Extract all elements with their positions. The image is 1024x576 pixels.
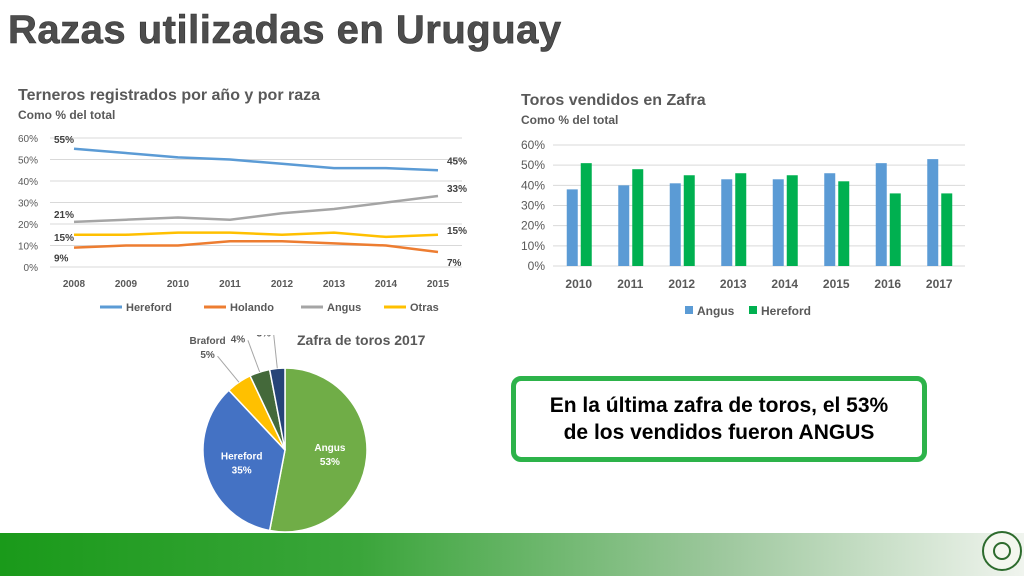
bar-legend-swatch: [685, 306, 693, 314]
line-chart-title: Terneros registrados por año y por raza: [18, 87, 321, 104]
bar-angus: [927, 159, 939, 266]
pie-leader-line: [217, 355, 240, 383]
pie-label-name: Braford: [189, 336, 225, 347]
line-chart-xtick: 2008: [63, 279, 86, 290]
bar-chart-ytick: 0%: [528, 259, 546, 273]
line-data-label: 15%: [54, 233, 74, 244]
pie-label-name: Hereford: [221, 452, 263, 463]
bar-chart-ytick: 10%: [521, 239, 545, 253]
line-data-label: 9%: [54, 254, 69, 265]
bar-hereford: [735, 173, 747, 266]
bar-chart-xtick: 2017: [926, 277, 953, 291]
bar-angus: [669, 183, 681, 266]
pie-chart: Angus53%Hereford35%Braford5%Brangus4%Otr…: [189, 335, 368, 533]
pie-label-value: 3%: [256, 335, 271, 340]
line-chart: 0% 10% 20% 30% 40% 50% 60% 2008 2009 2010 2011 2012…: [18, 134, 467, 314]
line-legend-label: Angus: [327, 302, 361, 314]
pie-chart-title: Zafra de toros 2017: [297, 332, 426, 348]
bar-chart-xtick: 2016: [874, 277, 901, 291]
pie-label-value: 4%: [231, 335, 246, 345]
line-chart-xtick: 2013: [323, 279, 346, 290]
pie-label-name: Angus: [314, 443, 346, 454]
line-chart-ytick: 60%: [18, 134, 38, 145]
pie-label-value: 53%: [320, 457, 340, 468]
bar-hereford: [889, 193, 901, 266]
bar-chart-xtick: 2015: [823, 277, 850, 291]
line-data-label: 7%: [447, 258, 462, 269]
bottom-gradient-bar: [0, 533, 1024, 576]
bar-legend-label: Angus: [697, 304, 735, 318]
bar-chart-xtick: 2014: [771, 277, 798, 291]
line-series-holando: [73, 239, 439, 254]
line-legend-label: Hereford: [126, 302, 172, 314]
bar-chart-title: Toros vendidos en Zafra: [521, 92, 706, 109]
line-chart-ytick: 10%: [18, 242, 38, 253]
bar-chart-xtick: 2011: [617, 277, 643, 291]
bar-chart-ytick: 30%: [521, 199, 545, 213]
line-series-hereford: [73, 147, 439, 172]
pie-leader-line: [247, 340, 261, 373]
bar-hereford: [683, 175, 695, 266]
pie-slice-otros: [268, 367, 286, 451]
bar-hereford: [632, 169, 644, 266]
pie-label-value: 35%: [232, 466, 252, 477]
line-series-otras: [74, 231, 439, 239]
line-chart-subtitle: Como % del total: [18, 108, 116, 122]
association-seal-logo: [982, 531, 1022, 571]
callout-box: En la última zafra de toros, el 53% de l…: [511, 376, 927, 462]
line-chart-ytick: 50%: [18, 156, 38, 167]
bar-chart-ytick: 60%: [521, 138, 545, 152]
bar-hereford: [786, 175, 798, 266]
bar-angus: [824, 173, 836, 266]
bar-angus: [618, 185, 630, 266]
line-legend-label: Holando: [230, 302, 274, 314]
line-chart-xtick: 2012: [271, 279, 294, 290]
callout-line-1: En la última zafra de toros, el 53%: [549, 394, 889, 417]
pie-label-value: 5%: [200, 350, 215, 361]
bar-chart-subtitle: Como % del total: [521, 113, 619, 127]
line-data-label: 55%: [54, 135, 74, 146]
line-series-angus: [73, 194, 439, 224]
bar-hereford: [580, 163, 592, 266]
line-chart-ytick: 40%: [18, 177, 38, 188]
bar-chart: 0% 10% 20% 30% 40% 50% 60% 2010 2011 2012 2013 2014…: [521, 138, 965, 318]
bar-chart-ytick: 20%: [521, 219, 545, 233]
bar-hereford: [838, 181, 850, 266]
bar-hereford: [941, 193, 953, 266]
pie-slice-hereford: [202, 389, 286, 532]
bar-chart-xtick: 2012: [668, 277, 695, 291]
pie-leader-line: [273, 335, 278, 369]
bar-legend-label: Hereford: [761, 304, 811, 318]
line-legend-label: Otras: [410, 302, 439, 314]
bar-chart-ytick: 50%: [521, 158, 545, 172]
bar-angus: [772, 179, 784, 266]
line-data-label: 21%: [54, 210, 74, 221]
line-chart-ytick: 30%: [18, 199, 38, 210]
bar-chart-xtick: 2010: [565, 277, 592, 291]
line-data-label: 33%: [447, 184, 467, 195]
bar-chart-xtick: 2013: [720, 277, 747, 291]
line-chart-ytick: 0%: [24, 263, 39, 274]
bar-legend-swatch: [749, 306, 757, 314]
bar-angus: [566, 189, 578, 266]
line-chart-xtick: 2010: [167, 279, 190, 290]
bar-angus: [721, 179, 733, 266]
callout-line-2: de los vendidos fueron ANGUS: [563, 421, 875, 444]
line-chart-xtick: 2011: [219, 279, 241, 290]
line-chart-xtick: 2015: [427, 279, 450, 290]
page-title: Razas utilizadas en Uruguay: [8, 8, 562, 53]
bar-angus: [875, 163, 887, 266]
bar-chart-ytick: 40%: [521, 178, 545, 192]
line-chart-ytick: 20%: [18, 220, 38, 231]
line-data-label: 15%: [447, 226, 467, 237]
pie-slice-angus: [268, 367, 368, 533]
line-chart-xtick: 2009: [115, 279, 138, 290]
line-chart-xtick: 2014: [375, 279, 398, 290]
line-data-label: 45%: [447, 156, 467, 167]
